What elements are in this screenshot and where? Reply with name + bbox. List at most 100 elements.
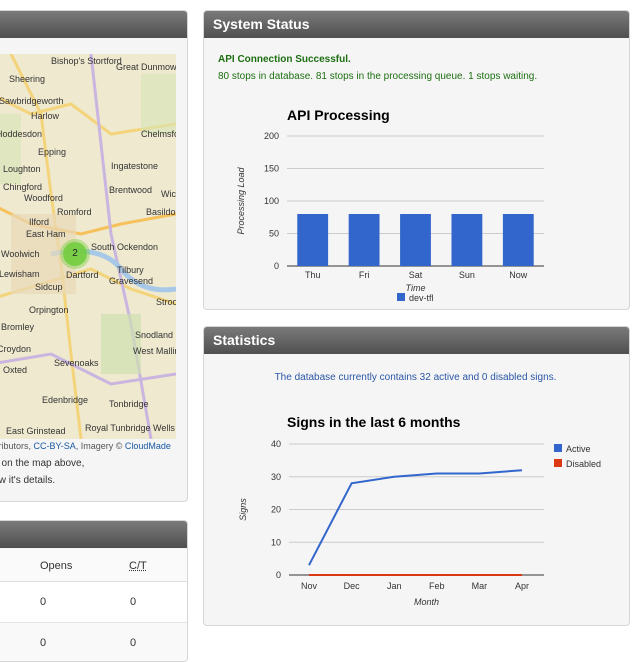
map-place-label: Great Dunmow xyxy=(116,62,176,72)
api-status-title: API Connection Successful. xyxy=(218,54,351,65)
x-tick-label: Now xyxy=(509,270,528,280)
map-note-line1: in on the map above, xyxy=(0,458,84,469)
panel-title: Statistics xyxy=(204,327,629,354)
map-place-label: Epping xyxy=(38,147,66,157)
map-place-label: Wickford xyxy=(161,189,176,199)
x-tick-label: Apr xyxy=(515,581,529,591)
map-place-label: Royal Tunbridge Wells xyxy=(85,423,175,433)
bar xyxy=(297,214,328,266)
y-tick-label: 150 xyxy=(264,164,279,174)
y-tick-label: 50 xyxy=(269,229,279,239)
x-axis-label: Time xyxy=(406,283,426,293)
map-place-label: Dartford xyxy=(66,270,99,280)
x-tick-label: Mar xyxy=(472,581,488,591)
table-header-row: Opens C/T xyxy=(0,549,187,582)
column-header-opens[interactable]: Opens xyxy=(40,560,72,572)
map-place-label: Bishop's Stortford xyxy=(51,56,122,66)
map-place-label: South Ockendon xyxy=(91,242,158,252)
table-panel-header xyxy=(0,521,187,548)
map-place-label: Tonbridge xyxy=(109,399,149,409)
map-view[interactable]: Bishop's Stortford Great Dunmow Harlow C… xyxy=(0,54,176,439)
table-panel: Opens C/T 0 0 0 0 xyxy=(0,520,188,662)
map-place-label: East Grinstead xyxy=(6,426,66,436)
api-processing-chart: API Processing 0 50 100 150 200 Thu Fri Sat Sun No… xyxy=(204,86,629,310)
map-place-label: Hoddesdon xyxy=(0,129,42,139)
map-place-label: Chelmsford xyxy=(141,129,176,139)
map-place-label: Edenbridge xyxy=(42,395,88,405)
statistics-panel: Statistics Signs in the last 6 months 0 10… xyxy=(203,326,630,626)
map-place-label: Oxted xyxy=(3,365,27,375)
series-line xyxy=(309,470,522,565)
table-cell: 0 xyxy=(40,637,46,649)
map-place-label: Woodford xyxy=(24,193,63,203)
signs-chart: Signs in the last 6 months 0 10 20 30 40 Nov De… xyxy=(204,402,629,626)
x-tick-label: Sun xyxy=(459,270,475,280)
map-place-label: Sheering xyxy=(9,74,45,84)
table-row[interactable]: 0 0 xyxy=(0,582,187,623)
x-tick-label: Feb xyxy=(429,581,445,591)
map-note-line2: iew it's details. xyxy=(0,475,55,486)
column-header-ct[interactable]: C/T xyxy=(129,560,147,572)
y-tick-label: 200 xyxy=(264,131,279,141)
chart-title: Signs in the last 6 months xyxy=(287,414,461,430)
y-axis-label: Signs xyxy=(238,498,248,521)
x-tick-label: Sat xyxy=(409,270,423,280)
map-place-label: East Ham xyxy=(26,229,66,239)
map-panel-header xyxy=(0,11,187,38)
map-place-label: Brentwood xyxy=(109,185,152,195)
y-tick-label: 0 xyxy=(274,261,279,271)
attribution-imagery: , Imagery © xyxy=(76,441,123,451)
table-cell: 0 xyxy=(130,596,136,608)
x-tick-label: Fri xyxy=(359,270,370,280)
table-cell: 0 xyxy=(130,637,136,649)
map-place-label: Lewisham xyxy=(0,269,40,279)
map-attribution: ntributors, CC-BY-SA, Imagery © CloudMad… xyxy=(0,441,171,451)
legend-label: Active xyxy=(566,444,591,454)
x-axis-label: Month xyxy=(414,597,439,607)
y-tick-label: 30 xyxy=(271,472,281,482)
bar xyxy=(349,214,380,266)
legend-swatch xyxy=(554,444,562,452)
api-status-text: 80 stops in database. 81 stops in the pr… xyxy=(218,71,537,82)
y-tick-label: 10 xyxy=(271,537,281,547)
map-place-label: West Malling xyxy=(133,346,176,356)
map-place-label: Basildon xyxy=(146,207,176,217)
attribution-prefix: ntributors, xyxy=(0,441,31,451)
panel-title: System Status xyxy=(204,11,629,38)
map-place-label: Ilford xyxy=(29,217,49,227)
x-tick-label: Jan xyxy=(387,581,402,591)
y-tick-label: 20 xyxy=(271,505,281,515)
map-place-label: Strood xyxy=(156,297,176,307)
system-status-panel: System Status API Connection Successful.… xyxy=(203,10,630,310)
x-tick-label: Thu xyxy=(305,270,321,280)
table-row[interactable]: 0 0 xyxy=(0,623,187,662)
map-place-label: Croydon xyxy=(0,344,31,354)
map-place-label: Bromley xyxy=(1,322,34,332)
map-place-label: Chingford xyxy=(3,182,42,192)
map-cluster-count: 2 xyxy=(72,248,78,259)
map-cluster-marker[interactable]: 2 xyxy=(63,242,87,266)
bar xyxy=(451,214,482,266)
legend-label: dev-tfl xyxy=(409,293,434,303)
map-panel: Bishop's Stortford Great Dunmow Harlow C… xyxy=(0,10,188,502)
x-tick-label: Nov xyxy=(301,581,318,591)
map-place-label: Sidcup xyxy=(35,282,63,292)
map-place-label: Orpington xyxy=(29,305,69,315)
license-link[interactable]: CC-BY-SA xyxy=(34,441,76,451)
table-cell: 0 xyxy=(40,596,46,608)
x-tick-label: Dec xyxy=(344,581,361,591)
legend-swatch xyxy=(554,459,562,467)
chart-title: API Processing xyxy=(287,107,390,123)
y-tick-label: 0 xyxy=(276,570,281,580)
map-place-label: Gravesend xyxy=(109,276,153,286)
provider-link[interactable]: CloudMade xyxy=(125,441,171,451)
map-place-label: Harlow xyxy=(31,111,59,121)
y-tick-label: 40 xyxy=(271,439,281,449)
map-place-label: Ingatestone xyxy=(111,161,158,171)
bar xyxy=(503,214,534,266)
legend-label: Disabled xyxy=(566,459,601,469)
y-tick-label: 100 xyxy=(264,196,279,206)
map-place-label: Snodland xyxy=(135,330,173,340)
legend-swatch xyxy=(397,293,405,301)
map-place-label: Romford xyxy=(57,207,92,217)
